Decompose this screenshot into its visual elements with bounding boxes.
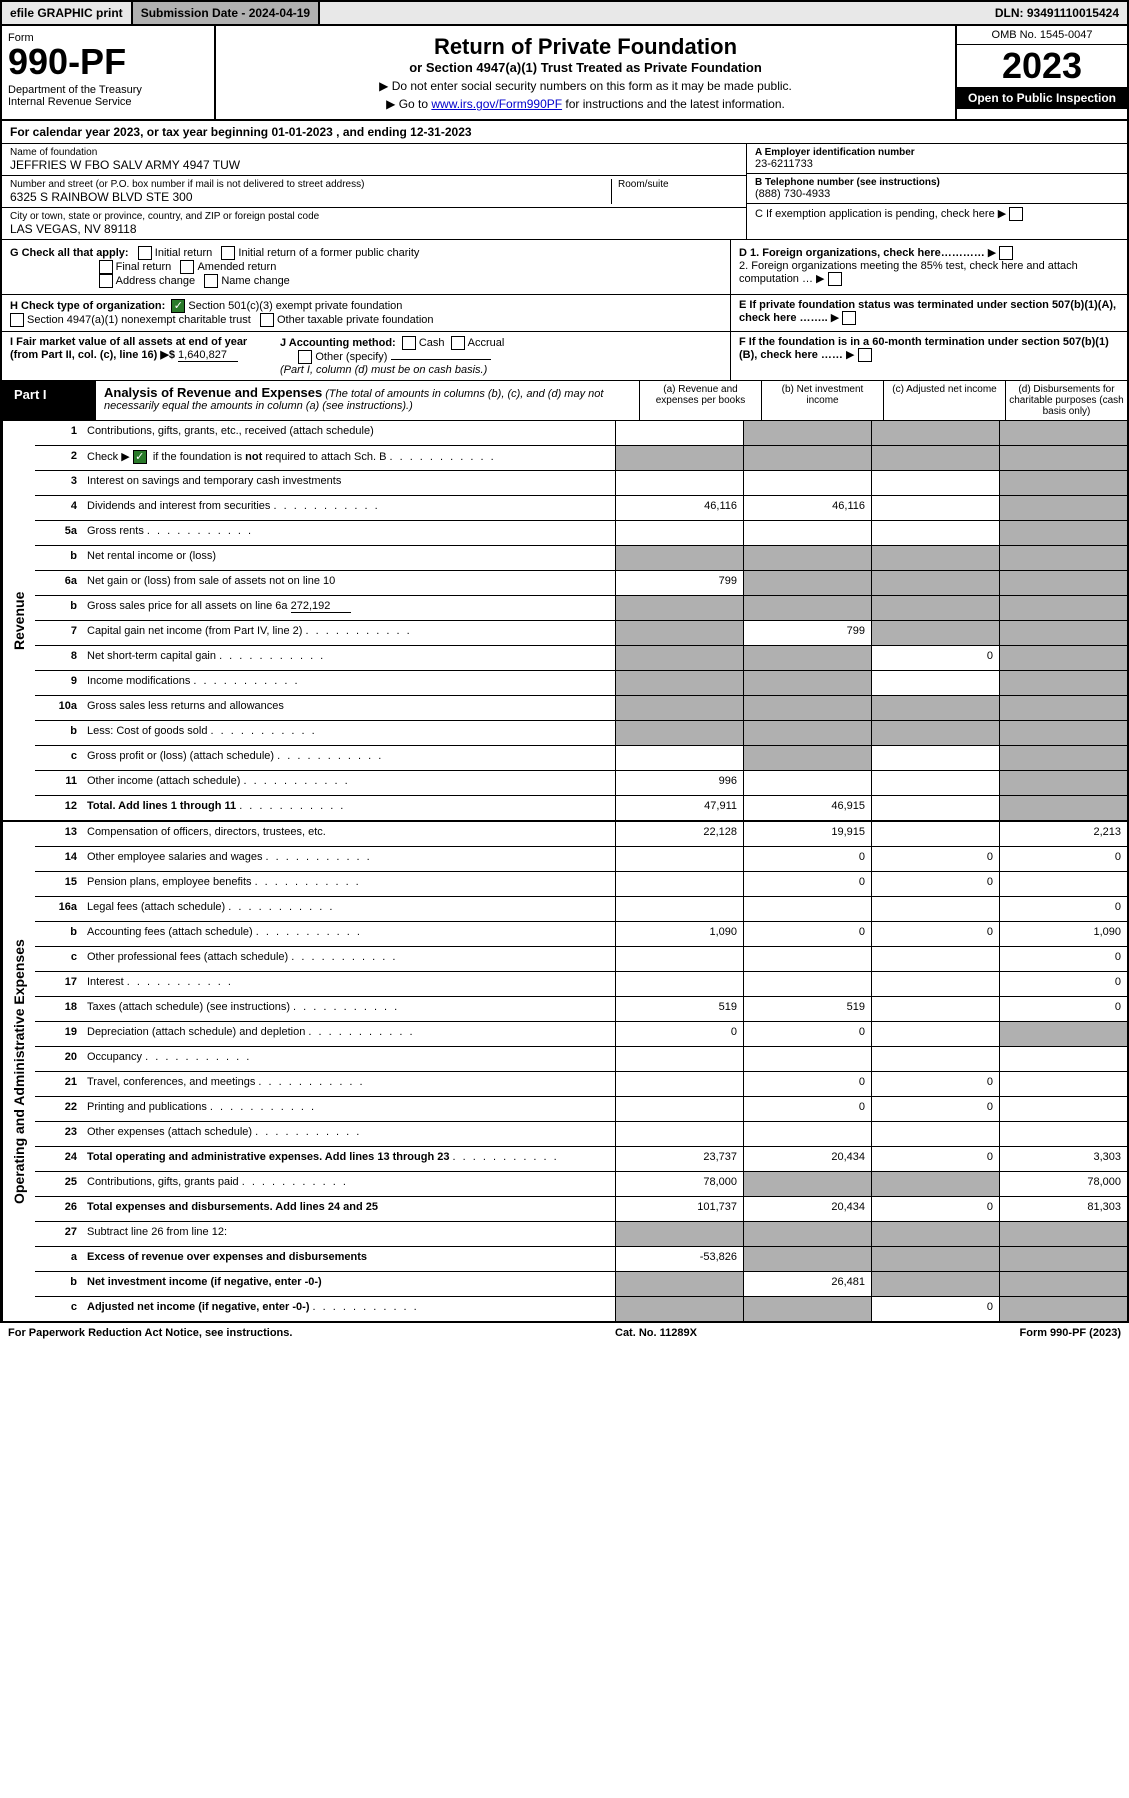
city-label: City or town, state or province, country… [10, 211, 738, 222]
name-label: Name of foundation [10, 147, 738, 158]
page-footer: For Paperwork Reduction Act Notice, see … [0, 1323, 1129, 1343]
note-link: ▶ Go to www.irs.gov/Form990PF for instru… [224, 97, 947, 111]
entity-block: Name of foundation JEFFRIES W FBO SALV A… [0, 144, 1129, 240]
irs-link[interactable]: www.irs.gov/Form990PF [431, 97, 562, 111]
calendar-year-row: For calendar year 2023, or tax year begi… [0, 121, 1129, 144]
col-d-header: (d) Disbursements for charitable purpose… [1005, 381, 1127, 420]
name-change-cb[interactable] [204, 274, 218, 288]
col-b-header: (b) Net investment income [761, 381, 883, 420]
form-header: Form 990-PF Department of the TreasuryIn… [0, 26, 1129, 121]
j-label: J Accounting method: [280, 337, 396, 349]
tax-year: 2023 [957, 45, 1127, 87]
j-accrual-cb[interactable] [451, 336, 465, 350]
h-row: H Check type of organization: Section 50… [0, 295, 1129, 332]
d1-label: D 1. Foreign organizations, check here……… [739, 247, 985, 259]
h-501c3-cb[interactable] [171, 299, 185, 313]
d1-cb[interactable] [999, 246, 1013, 260]
h-4947-cb[interactable] [10, 313, 24, 327]
dln-label: DLN: 93491110015424 [987, 2, 1127, 24]
j-other-cb[interactable] [298, 350, 312, 364]
room-label: Room/suite [618, 179, 738, 190]
form-title: Return of Private Foundation [224, 34, 947, 60]
top-spacer [320, 2, 987, 24]
tel-value: (888) 730-4933 [755, 188, 1119, 200]
f-cb[interactable] [858, 348, 872, 362]
j-note: (Part I, column (d) must be on cash basi… [280, 364, 487, 376]
final-return-cb[interactable] [99, 260, 113, 274]
col-c-header: (c) Adjusted net income [883, 381, 1005, 420]
col-a-header: (a) Revenue and expenses per books [639, 381, 761, 420]
g-label: G Check all that apply: [10, 247, 129, 259]
part1-label: Part I [2, 381, 96, 420]
ein-value: 23-6211733 [755, 158, 1119, 170]
note-ssn: ▶ Do not enter social security numbers o… [224, 79, 947, 93]
omb-number: OMB No. 1545-0047 [957, 26, 1127, 45]
schb-cb[interactable] [133, 450, 147, 464]
addr-value: 6325 S RAINBOW BLVD STE 300 [10, 190, 611, 204]
j-cash-cb[interactable] [402, 336, 416, 350]
form-code: 990-PF [8, 44, 208, 80]
city-value: LAS VEGAS, NV 89118 [10, 222, 738, 236]
submission-date: Submission Date - 2024-04-19 [133, 2, 320, 24]
inspection-label: Open to Public Inspection [957, 87, 1127, 109]
e-label: E If private foundation status was termi… [739, 299, 1116, 324]
pending-label: C If exemption application is pending, c… [755, 208, 995, 220]
ein-label: A Employer identification number [755, 147, 915, 158]
f-label: F If the foundation is in a 60-month ter… [739, 336, 1109, 361]
top-bar: efile GRAPHIC print Submission Date - 20… [0, 0, 1129, 26]
initial-former-cb[interactable] [221, 246, 235, 260]
form-ref: Form 990-PF (2023) [1020, 1327, 1121, 1339]
ij-row: I Fair market value of all assets at end… [0, 332, 1129, 381]
revenue-side-label: Revenue [2, 421, 35, 820]
amended-return-cb[interactable] [180, 260, 194, 274]
pending-checkbox[interactable] [1009, 207, 1023, 221]
initial-return-cb[interactable] [138, 246, 152, 260]
addr-change-cb[interactable] [99, 274, 113, 288]
revenue-table: Revenue 1Contributions, gifts, grants, e… [0, 421, 1129, 822]
name-value: JEFFRIES W FBO SALV ARMY 4947 TUW [10, 158, 738, 172]
cat-number: Cat. No. 11289X [615, 1327, 697, 1339]
g-check-section: G Check all that apply: Initial return I… [0, 240, 1129, 295]
part1-title: Analysis of Revenue and Expenses [104, 385, 322, 400]
i-value: 1,640,827 [178, 349, 238, 362]
expenses-table: Operating and Administrative Expenses 13… [0, 822, 1129, 1323]
h-label: H Check type of organization: [10, 300, 165, 312]
tel-label: B Telephone number (see instructions) [755, 177, 940, 188]
part1-header: Part I Analysis of Revenue and Expenses … [0, 381, 1129, 421]
h-other-cb[interactable] [260, 313, 274, 327]
dept-label: Department of the TreasuryInternal Reven… [8, 84, 208, 108]
efile-label: efile GRAPHIC print [2, 2, 133, 24]
d2-cb[interactable] [828, 272, 842, 286]
pra-notice: For Paperwork Reduction Act Notice, see … [8, 1327, 292, 1339]
form-subtitle: or Section 4947(a)(1) Trust Treated as P… [224, 60, 947, 75]
expenses-side-label: Operating and Administrative Expenses [2, 822, 35, 1321]
e-cb[interactable] [842, 311, 856, 325]
addr-label: Number and street (or P.O. box number if… [10, 179, 611, 190]
d2-label: 2. Foreign organizations meeting the 85%… [739, 260, 1078, 285]
